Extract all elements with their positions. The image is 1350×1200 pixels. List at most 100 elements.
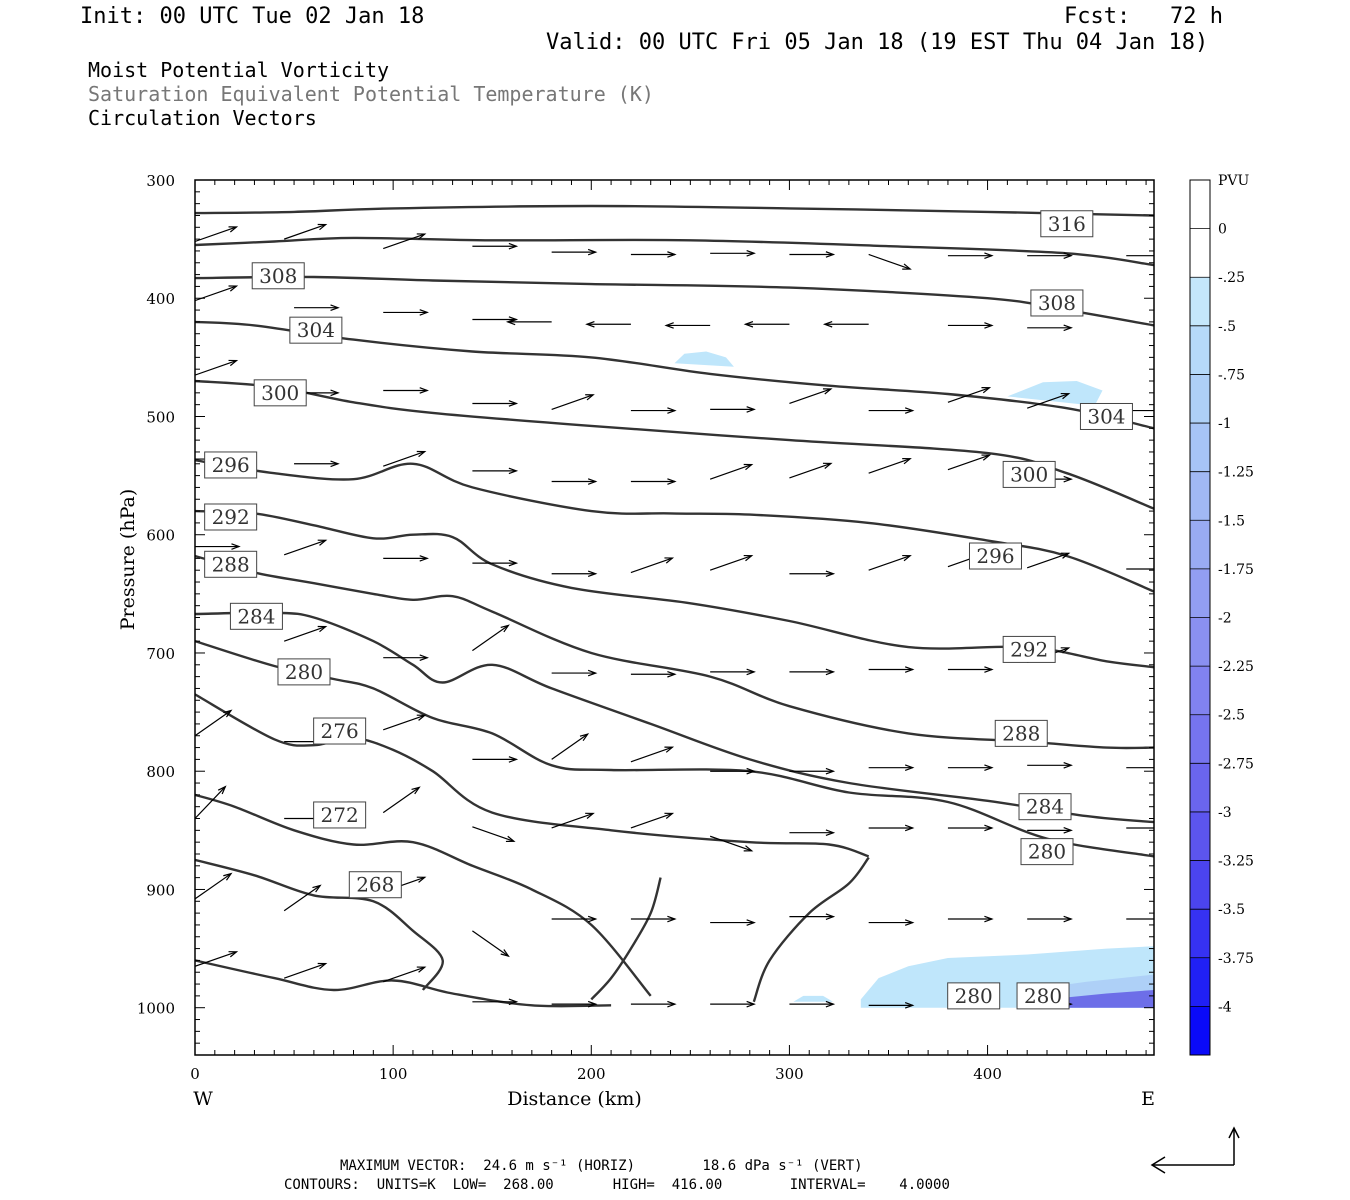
colorbar-label: -3.75: [1218, 951, 1254, 967]
vector-arrowhead: [904, 666, 915, 673]
contour-label-box: [253, 379, 307, 407]
field-title-vectors: Circulation Vectors: [88, 106, 317, 130]
circulation-vector: [283, 963, 326, 979]
vector-arrowhead: [587, 478, 598, 485]
colorbar-swatch: [1190, 617, 1210, 667]
vector-arrowhead: [419, 555, 429, 562]
circulation-vector: [868, 253, 911, 270]
isentrope-line: [195, 611, 1154, 824]
colorbar-label: -2.75: [1218, 756, 1254, 772]
contour-label-box: [1002, 460, 1056, 488]
vector-arrowhead: [508, 559, 519, 567]
vector-arrowhead: [416, 233, 427, 240]
vector-arrowhead: [904, 919, 915, 926]
vector-arrowhead: [825, 767, 836, 775]
contour-label: 304: [297, 318, 335, 342]
vector-arrowhead: [1163, 253, 1171, 258]
contour-label: 280: [1024, 984, 1062, 1008]
vector-layer: [195, 223, 1171, 1009]
colorbar-label: -4: [1218, 999, 1232, 1015]
circulation-vector: [195, 873, 232, 900]
west-label: W: [193, 1088, 213, 1110]
vector-arrowhead: [984, 666, 994, 673]
isentrope-line: [195, 459, 1154, 593]
circulation-vector: [630, 557, 673, 574]
colorbar-swatch: [1190, 714, 1210, 764]
vector-arrowhead: [902, 554, 912, 562]
contours-caption: CONTOURS: UNITS=K LOW= 268.00 HIGH= 416.…: [284, 1177, 950, 1193]
contour-label: 308: [259, 264, 297, 288]
isentrope-line: [195, 204, 1154, 217]
vector-arrowhead: [825, 913, 836, 920]
vector-arrowhead: [1060, 392, 1071, 400]
pv-shade-region: [793, 995, 833, 1002]
vector-arrowhead: [317, 539, 328, 546]
vector-arrowhead: [822, 320, 833, 328]
vector-arrowhead: [231, 543, 241, 550]
contour-label-box: [204, 550, 258, 578]
contour-label-box: [204, 451, 258, 479]
colorbar-swatch: [1190, 277, 1210, 327]
contour-label: 308: [1038, 291, 1076, 315]
vector-arrowhead: [1163, 765, 1171, 770]
x-tick-label: 400: [973, 1065, 1002, 1083]
circulation-vector: [283, 539, 326, 556]
vector-arrowhead: [508, 467, 519, 475]
east-label: E: [1141, 1088, 1155, 1110]
contour-label-box: [348, 871, 402, 899]
vector-arrowhead: [508, 242, 519, 250]
vector-arrowhead: [667, 407, 677, 414]
colorbar-label: -3.25: [1218, 854, 1254, 870]
colorbar-label: -.5: [1218, 319, 1236, 335]
vector-arrowhead: [419, 309, 429, 316]
vector-arrowhead: [1063, 827, 1073, 834]
x-tick-label: 200: [577, 1065, 606, 1083]
vector-arrowhead: [505, 318, 516, 326]
vector-arrowhead: [330, 389, 340, 397]
vector-arrowhead: [1163, 566, 1171, 571]
vector-arrowhead: [904, 407, 915, 414]
vector-arrowhead: [984, 764, 994, 771]
circulation-vector: [789, 388, 832, 405]
circulation-vector: [630, 812, 673, 829]
vector-arrowhead: [825, 1000, 836, 1008]
circulation-vector: [868, 458, 911, 474]
contour-label: 272: [321, 803, 359, 827]
vector-arrowhead: [667, 1000, 677, 1008]
colorbar-swatch: [1190, 763, 1210, 813]
contour-label-box: [229, 602, 283, 630]
circulation-vector: [383, 714, 425, 731]
vector-arrowhead: [904, 764, 915, 771]
colorbar-swatch: [1190, 423, 1210, 473]
contour-label-box: [313, 717, 367, 745]
circulation-vector: [283, 885, 321, 912]
colorbar-label: -1.25: [1218, 465, 1254, 481]
vector-arrowhead: [981, 454, 992, 461]
vector-arrowhead: [419, 654, 429, 662]
vector-arrowhead: [585, 394, 595, 401]
colorbar-label: -.25: [1218, 270, 1245, 286]
circulation-vector: [551, 812, 594, 829]
colorbar-swatch: [1190, 520, 1210, 570]
circulation-vector: [551, 394, 594, 410]
y-tick-label: 800: [146, 763, 175, 781]
circulation-vector: [947, 454, 990, 471]
colorbar-label: -3.5: [1218, 902, 1245, 918]
colorbar-label: -1.75: [1218, 562, 1254, 578]
vector-arrowhead: [746, 767, 756, 775]
vector-arrowhead: [419, 387, 429, 394]
y-tick-label: 700: [146, 645, 175, 663]
colorbar-swatch: [1190, 228, 1210, 278]
pv-shade-region: [1047, 990, 1154, 1008]
colorbar-swatch: [1190, 957, 1210, 1007]
vector-arrowhead: [822, 388, 833, 395]
isentrope-line: [195, 639, 1154, 858]
vector-arrowhead: [981, 387, 992, 394]
colorbar-swatch: [1190, 909, 1210, 959]
vector-arrowhead: [587, 570, 598, 578]
vector-arrowhead: [416, 450, 427, 458]
circulation-vector: [1026, 552, 1069, 569]
vector-arrowhead: [667, 251, 677, 258]
circulation-vector: [383, 233, 425, 250]
